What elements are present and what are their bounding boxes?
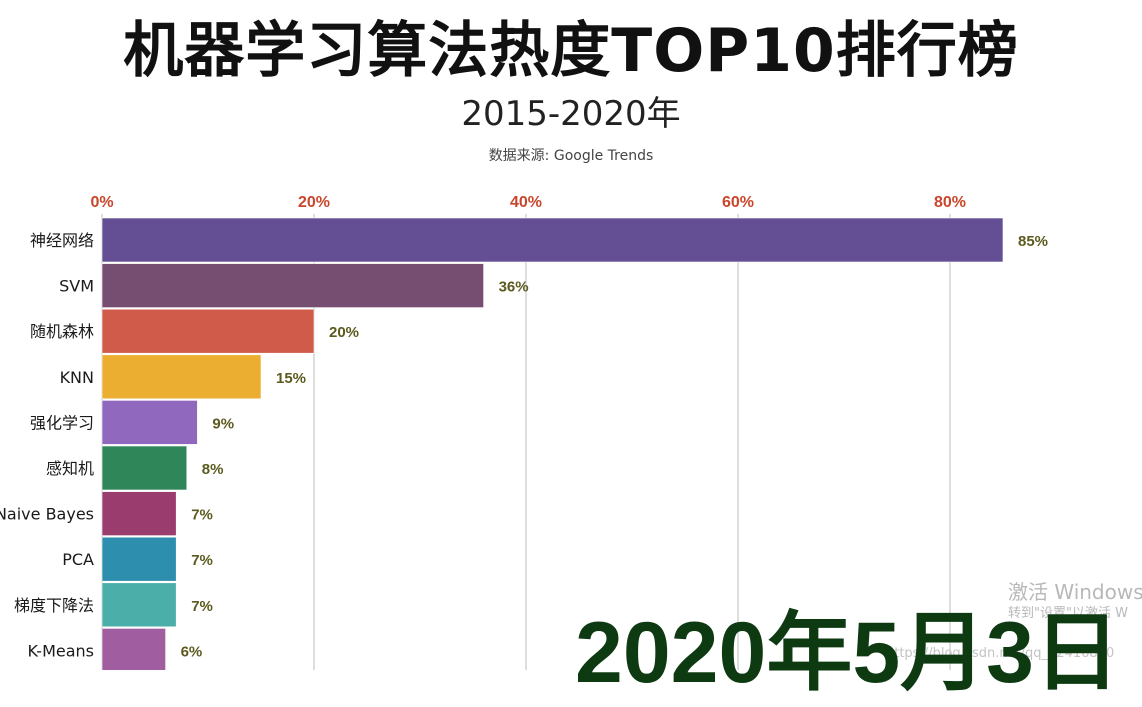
category-label: Naive Bayes [0, 505, 94, 524]
windows-activation-watermark: 激活 Windows [1008, 580, 1142, 604]
bars [101, 217, 1004, 670]
category-label: KNN [60, 368, 94, 387]
x-tick-label: 40% [510, 194, 542, 211]
x-axis-tick-labels: 0% 20% 40% 60% 80% [90, 194, 966, 211]
category-label: 感知机 [46, 459, 94, 478]
value-label: 7% [191, 598, 213, 615]
chart-title: 机器学习算法热度TOP10排行榜 [123, 16, 1019, 86]
value-label: 7% [191, 507, 213, 524]
windows-activation-hint: 转到"设置"以激活 W [1008, 606, 1128, 621]
value-label: 7% [191, 552, 213, 569]
bar [101, 582, 177, 628]
value-labels: 85% 36% 20% 15% 9% 8% 7% 7% 7% 6% [181, 233, 1048, 660]
bar [101, 536, 177, 582]
bar [101, 628, 166, 670]
category-label: 强化学习 [30, 413, 94, 432]
source-url-watermark: https://blog.csdn.net/qq_42416820 [886, 646, 1115, 661]
category-label: K-Means [27, 641, 94, 660]
bar [101, 263, 484, 308]
x-tick-label: 80% [934, 194, 966, 211]
data-source-note: 数据来源: Google Trends [488, 148, 654, 164]
value-label: 36% [499, 279, 529, 296]
bar [101, 491, 177, 536]
current-date-label: 2020年5月3日 [575, 605, 1120, 701]
x-tick-label: 20% [298, 194, 330, 211]
value-label: 15% [276, 370, 306, 387]
chart-subtitle: 2015-2020年 [461, 94, 681, 134]
bar [101, 354, 262, 400]
bar [101, 217, 1004, 263]
value-label: 8% [202, 461, 224, 478]
value-label: 9% [212, 415, 234, 432]
category-label: SVM [59, 277, 94, 296]
category-label: 神经网络 [30, 231, 94, 250]
category-label: 梯度下降法 [14, 596, 94, 615]
x-tick-label: 60% [722, 194, 754, 211]
category-label: PCA [62, 550, 94, 569]
bar [101, 400, 198, 445]
value-label: 85% [1018, 233, 1048, 250]
bar [101, 445, 188, 491]
x-tick-label: 0% [90, 194, 113, 211]
category-label: 随机森林 [30, 322, 94, 341]
bar [101, 308, 315, 354]
value-label: 6% [181, 643, 203, 660]
value-label: 20% [329, 324, 359, 341]
